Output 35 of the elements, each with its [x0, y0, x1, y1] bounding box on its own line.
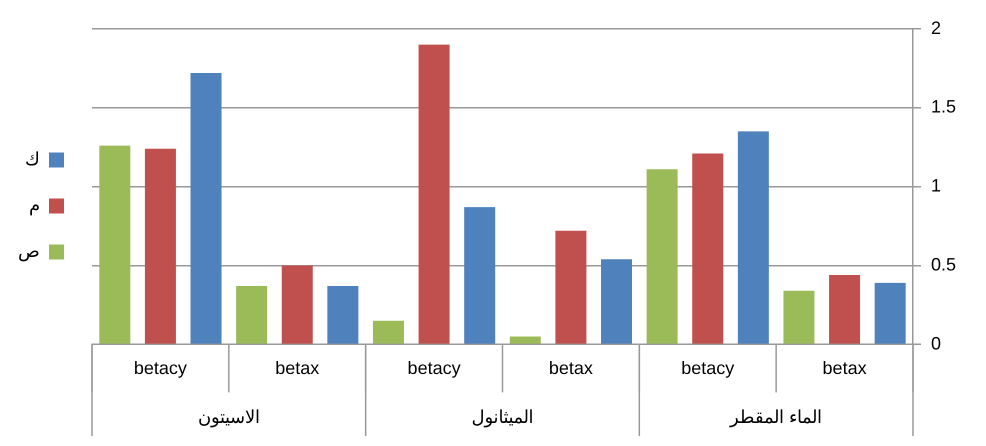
legend-label: ك: [25, 148, 40, 169]
text: الماء المقطر: [729, 406, 822, 428]
bar: [418, 44, 450, 344]
legend-label: ص: [18, 240, 40, 262]
bar: [783, 290, 814, 344]
y-tick-label: 2: [930, 18, 941, 38]
bar: [464, 207, 496, 344]
x-tick-label: betax: [275, 358, 320, 378]
bar: [555, 230, 586, 344]
text: الاسيتون: [198, 406, 260, 428]
x-tick-label: betacy: [681, 358, 734, 378]
legend-label: م: [29, 194, 40, 216]
bar: [372, 320, 404, 344]
bar: [190, 72, 222, 344]
bar: [144, 148, 176, 344]
bar: [829, 274, 860, 344]
y-tick-label: 0.5: [930, 254, 956, 274]
bar: [874, 282, 906, 344]
text: الميثانول: [471, 406, 534, 428]
bar: [510, 336, 541, 344]
x-tick-label: betacy: [134, 358, 187, 378]
y-tick-label: 1: [930, 176, 941, 196]
x-tick-label: betax: [822, 358, 867, 378]
bar: [327, 286, 358, 344]
bar: [646, 169, 678, 344]
bar: [282, 266, 313, 344]
y-tick-label: 0: [930, 333, 941, 354]
bar: [99, 146, 130, 344]
bar: [601, 259, 632, 344]
bar: [692, 153, 724, 344]
bar: [236, 286, 268, 344]
bar: [738, 131, 769, 344]
x-tick-label: betax: [548, 358, 593, 378]
y-tick-label: 1.5: [930, 96, 956, 117]
x-tick-label: betacy: [408, 358, 461, 378]
